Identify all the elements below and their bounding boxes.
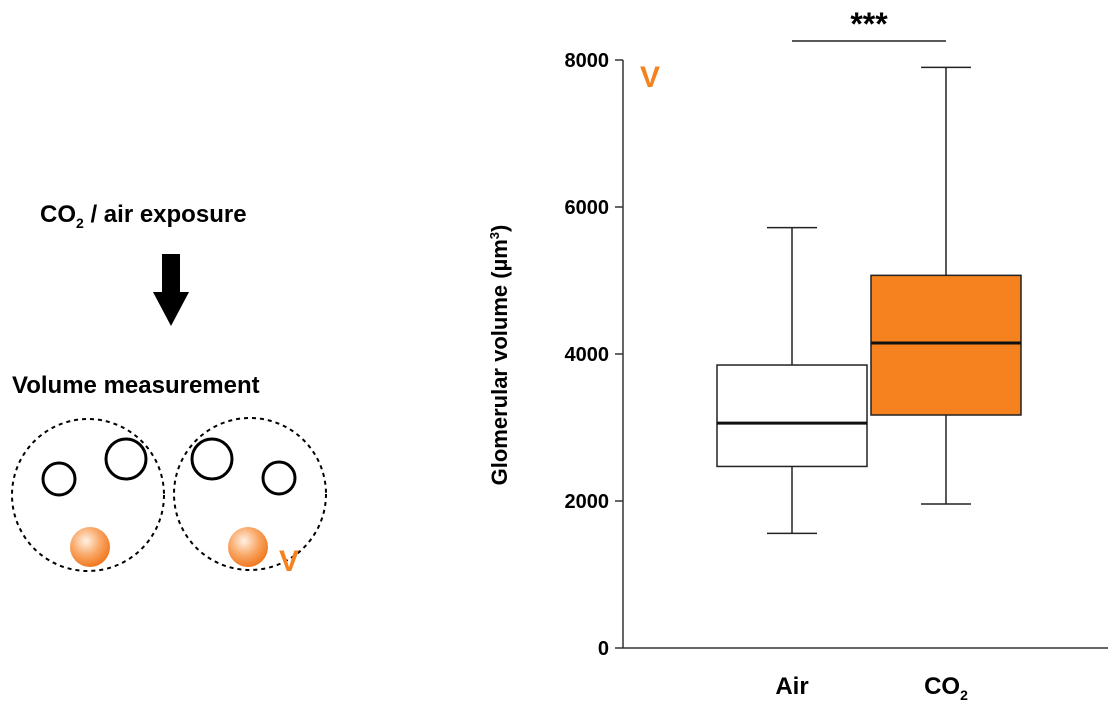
y-tick-label: 4000	[565, 344, 610, 366]
box-iqr	[870, 274, 1022, 416]
panel-marker-v: V	[640, 61, 660, 94]
measurement-label: Volume measurement	[12, 372, 260, 399]
down-arrow-icon	[153, 254, 189, 326]
box-air	[716, 226, 868, 535]
glomeruli-group-left	[11, 418, 165, 572]
box-co2	[870, 66, 1022, 505]
y-tick-label: 8000	[565, 50, 610, 72]
x-tick-label: CO2	[924, 673, 968, 703]
box-layer	[716, 66, 1022, 535]
significance-layer: ***	[792, 6, 946, 42]
axis-layer: 0 2000 4000 6000 8000 Air CO2	[565, 50, 1108, 703]
x-tick-label: Air	[775, 673, 808, 700]
glomerulus-highlight-left	[70, 527, 110, 567]
significance-label: ***	[850, 6, 888, 42]
box-iqr	[716, 364, 868, 468]
y-tick-label: 2000	[565, 491, 610, 513]
glomerulus-highlight-right	[228, 527, 268, 567]
y-tick-label: 6000	[565, 197, 610, 219]
y-axis-label: Glomerular volume (µm3)	[487, 225, 512, 486]
exposure-label: CO2 / air exposure	[40, 201, 247, 231]
glomeruli-group-right	[173, 417, 327, 571]
volume-marker-diagram: V	[279, 545, 299, 578]
protocol-diagram: CO2 / air exposure Volume measurement V	[11, 201, 327, 578]
y-tick-label: 0	[598, 638, 609, 660]
